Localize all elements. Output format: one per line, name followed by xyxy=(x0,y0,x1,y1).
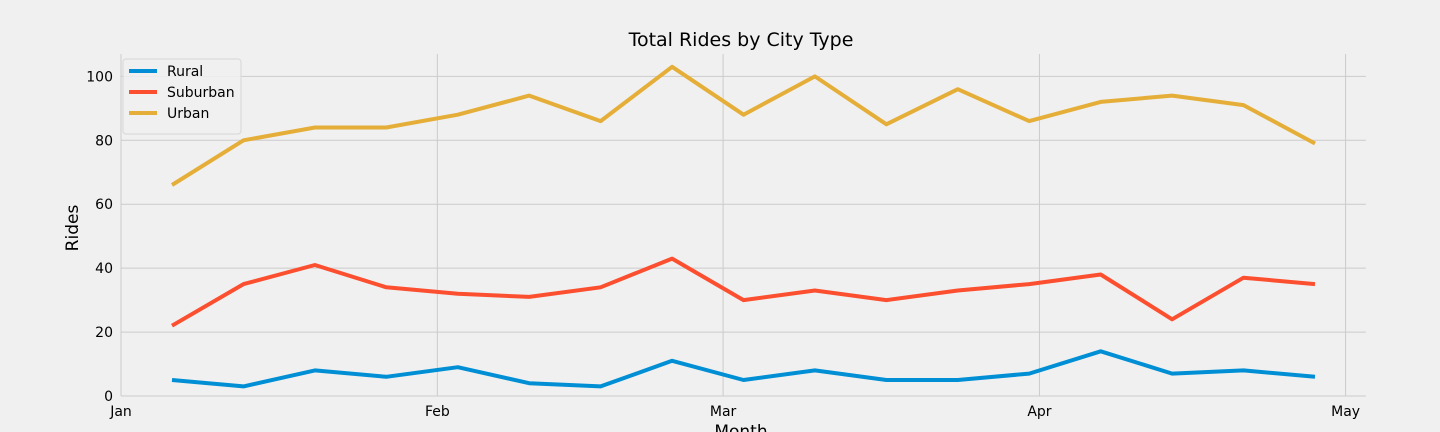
legend-label: Urban xyxy=(167,106,209,122)
series-lines xyxy=(170,64,1316,389)
y-tick-label: 20 xyxy=(95,325,113,341)
x-tick-label: Feb xyxy=(425,404,450,420)
series-line-urban xyxy=(170,64,1316,187)
y-tick-label: 80 xyxy=(95,133,113,149)
legend-label: Suburban xyxy=(167,85,235,101)
y-axis-label: Rides xyxy=(63,205,83,252)
legend-label: Rural xyxy=(167,64,203,80)
legend-box xyxy=(122,58,242,135)
x-tick-label: Apr xyxy=(1027,404,1051,420)
series-line-rural xyxy=(171,349,1316,389)
x-axis-label: Month xyxy=(714,422,767,432)
y-tick-label: 60 xyxy=(95,197,113,213)
x-tick-label: Mar xyxy=(710,404,737,420)
y-tick-label: 0 xyxy=(104,389,113,405)
series-line-suburban xyxy=(170,256,1316,328)
y-tick-label: 100 xyxy=(86,69,113,85)
x-tick-labels: Jan Feb Mar Apr May xyxy=(109,404,1360,420)
x-tick-label: Jan xyxy=(109,404,132,420)
y-tick-labels: 0 20 40 60 80 100 xyxy=(86,69,113,405)
legend: Rural Suburban Urban xyxy=(122,58,242,135)
grid xyxy=(120,54,1366,397)
y-tick-label: 40 xyxy=(95,261,113,277)
chart-title: Total Rides by City Type xyxy=(628,29,854,51)
x-tick-label: May xyxy=(1331,404,1360,420)
